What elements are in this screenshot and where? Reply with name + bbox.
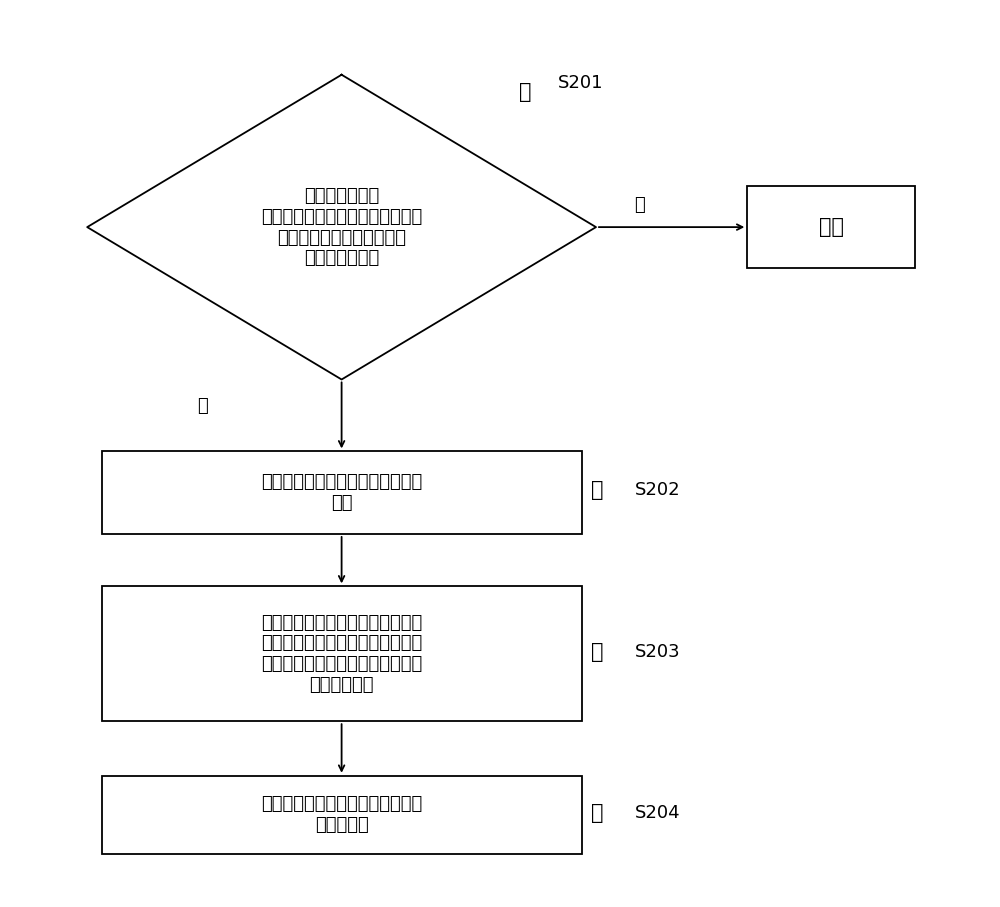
Text: ～: ～ — [519, 83, 532, 102]
Text: 在控制第一目标
通道输出第一音频信息时，判断第
二预设应用是否存在待输出
的第二音频信息: 在控制第一目标 通道输出第一音频信息时，判断第 二预设应用是否存在待输出 的第二… — [261, 187, 422, 268]
Bar — [747, 186, 915, 268]
Text: 否: 否 — [634, 196, 645, 214]
Bar — [102, 586, 582, 721]
Bar — [102, 775, 582, 854]
Text: 从除所述第一目标通道外的、所述
终端具有的音频通道中，确定与所
述第二应用标识对应的音频通道为
第二目标通道: 从除所述第一目标通道外的、所述 终端具有的音频通道中，确定与所 述第二应用标识对… — [261, 613, 422, 694]
Text: ～: ～ — [591, 480, 604, 500]
Bar — [102, 452, 582, 534]
Text: S202: S202 — [634, 481, 680, 499]
Text: S203: S203 — [634, 643, 680, 661]
Text: 是: 是 — [197, 396, 208, 414]
Text: S201: S201 — [558, 74, 603, 93]
Text: S204: S204 — [634, 805, 680, 822]
Text: 获取所述第二预设应用的第二应用
标识: 获取所述第二预设应用的第二应用 标识 — [261, 473, 422, 512]
Text: ～: ～ — [591, 642, 604, 662]
Text: ～: ～ — [591, 803, 604, 824]
Text: 控制所述第二目标通道输出所述第
二音频信息: 控制所述第二目标通道输出所述第 二音频信息 — [261, 795, 422, 834]
Text: 结束: 结束 — [819, 217, 844, 237]
